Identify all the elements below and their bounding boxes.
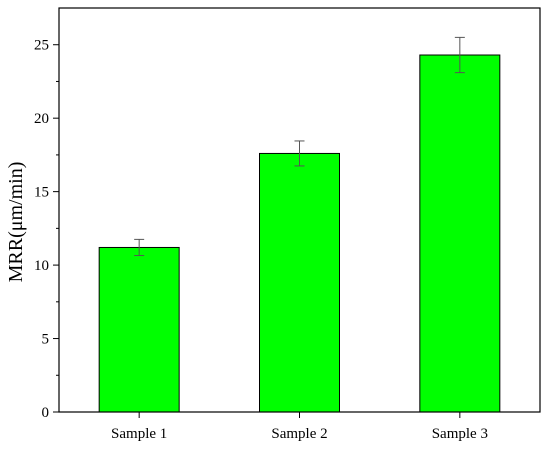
- y-tick-label: 15: [34, 185, 49, 201]
- x-tick-label: Sample 1: [111, 426, 167, 442]
- y-axis-title: MRR(μm/min): [5, 162, 27, 283]
- bar: [419, 54, 501, 413]
- y-tick-label: 5: [42, 332, 50, 348]
- y-tick-label: 0: [42, 405, 50, 421]
- x-tick-label: Sample 3: [432, 426, 488, 442]
- bar: [259, 152, 340, 413]
- bar: [98, 246, 180, 413]
- axes: Sample 1 Sample 2 Sample 3 0 5 10 15 20 25: [34, 7, 541, 442]
- plot-frame: [58, 7, 541, 413]
- y-tick-label: 10: [34, 258, 49, 274]
- plot-area: [98, 36, 501, 413]
- x-tick-label: Sample 2: [271, 426, 327, 442]
- y-tick-label: 25: [34, 38, 49, 54]
- y-tick-label: 20: [34, 111, 49, 127]
